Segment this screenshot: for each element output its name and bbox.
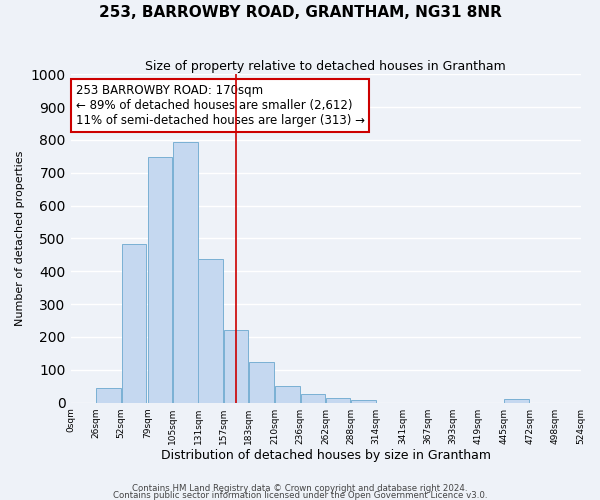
Text: 253, BARROWBY ROAD, GRANTHAM, NG31 8NR: 253, BARROWBY ROAD, GRANTHAM, NG31 8NR xyxy=(98,5,502,20)
Y-axis label: Number of detached properties: Number of detached properties xyxy=(15,151,25,326)
Bar xyxy=(96,388,121,402)
Bar xyxy=(249,362,274,403)
Bar xyxy=(224,330,248,402)
Text: 253 BARROWBY ROAD: 170sqm
← 89% of detached houses are smaller (2,612)
11% of se: 253 BARROWBY ROAD: 170sqm ← 89% of detac… xyxy=(76,84,365,127)
Bar xyxy=(326,398,350,402)
Text: Contains HM Land Registry data © Crown copyright and database right 2024.: Contains HM Land Registry data © Crown c… xyxy=(132,484,468,493)
Bar xyxy=(122,244,146,402)
Text: Contains public sector information licensed under the Open Government Licence v3: Contains public sector information licen… xyxy=(113,491,487,500)
Bar xyxy=(275,386,300,402)
Bar xyxy=(301,394,325,402)
Title: Size of property relative to detached houses in Grantham: Size of property relative to detached ho… xyxy=(145,60,506,73)
Bar xyxy=(173,142,197,403)
Bar xyxy=(351,400,376,402)
Bar xyxy=(504,400,529,402)
X-axis label: Distribution of detached houses by size in Grantham: Distribution of detached houses by size … xyxy=(161,450,491,462)
Bar xyxy=(148,157,172,402)
Bar xyxy=(199,259,223,402)
